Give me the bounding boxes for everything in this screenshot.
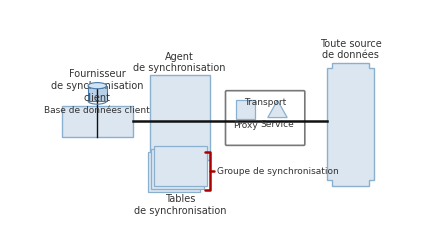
Polygon shape (268, 100, 287, 117)
Bar (151, 149, 204, 189)
Text: Base de données client: Base de données client (45, 106, 150, 115)
Bar (154, 146, 207, 186)
Bar (148, 152, 201, 192)
Text: Agent
de synchronisation: Agent de synchronisation (133, 52, 226, 73)
Text: Transport: Transport (244, 98, 286, 107)
FancyBboxPatch shape (225, 91, 305, 145)
Text: Proxy: Proxy (233, 121, 258, 130)
Bar (62, 106, 133, 137)
Polygon shape (327, 62, 375, 186)
Bar (236, 100, 255, 119)
Text: Service: Service (260, 120, 295, 129)
Text: Groupe de synchronisation: Groupe de synchronisation (218, 167, 339, 176)
Text: Tables
de synchronisation: Tables de synchronisation (134, 194, 227, 216)
Bar (88, 86, 107, 101)
Bar (149, 75, 210, 160)
Ellipse shape (88, 83, 107, 89)
Text: Toute source
de données: Toute source de données (320, 39, 382, 60)
Text: Fournisseur
de synchronisation
client: Fournisseur de synchronisation client (51, 69, 143, 103)
